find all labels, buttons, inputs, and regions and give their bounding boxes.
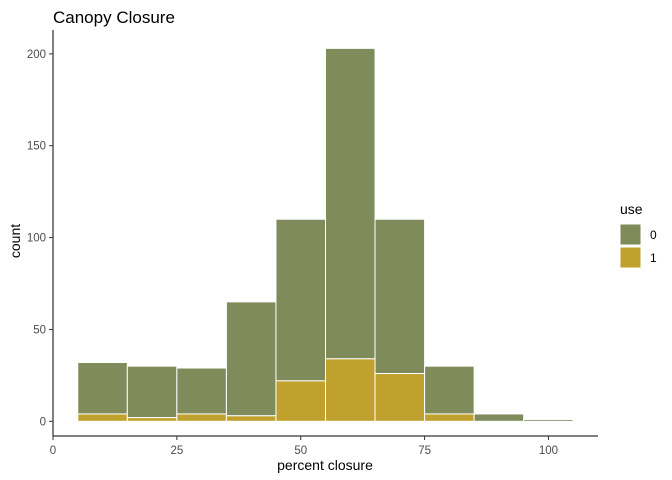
legend-swatch-0: [619, 223, 642, 246]
legend: use 0 1: [619, 201, 657, 269]
y-tick-label: 150: [27, 141, 46, 153]
bar-use1-7: [424, 413, 475, 422]
bar-use1-6: [374, 373, 426, 422]
bar-use1-5: [325, 358, 376, 422]
bar-use1-4: [275, 380, 327, 422]
bar-use0-6: [374, 218, 426, 375]
x-axis-title: percent closure: [277, 457, 373, 473]
x-tick-label: 25: [170, 445, 183, 457]
y-tick-label: 0: [40, 416, 46, 428]
legend-swatch-1: [619, 246, 642, 269]
bar-use1-1: [126, 417, 178, 422]
bars-layer: [77, 47, 574, 422]
legend-label-0: 0: [650, 228, 657, 242]
legend-title: use: [620, 201, 643, 217]
bar-use0-4: [275, 218, 327, 382]
bar-use0-9: [523, 418, 574, 422]
y-tick-label: 200: [27, 49, 46, 61]
x-tick-label: 0: [50, 445, 56, 457]
bar-use0-7: [424, 365, 475, 415]
bar-use0-0: [77, 362, 128, 415]
bar-use0-8: [473, 413, 525, 422]
x-tick-label: 50: [294, 445, 307, 457]
legend-label-1: 1: [650, 251, 657, 265]
bar-use0-2: [176, 367, 227, 415]
bar-use0-1: [126, 365, 178, 419]
bar-use0-3: [225, 301, 277, 417]
bar-use1-3: [225, 415, 277, 422]
bar-use0-5: [325, 47, 376, 360]
y-axis-title: count: [7, 224, 23, 258]
chart-title: Canopy Closure: [53, 8, 175, 27]
y-tick-label: 100: [27, 233, 46, 245]
x-tick-label: 75: [418, 445, 431, 457]
x-axis-ticks: 0 25 50 75 100: [50, 436, 558, 457]
bar-use1-2: [176, 413, 227, 422]
y-axis-ticks: 0 50 100 150 200: [27, 49, 53, 428]
y-tick-label: 50: [33, 324, 46, 336]
x-tick-label: 100: [539, 445, 558, 457]
bar-use1-0: [77, 413, 128, 422]
